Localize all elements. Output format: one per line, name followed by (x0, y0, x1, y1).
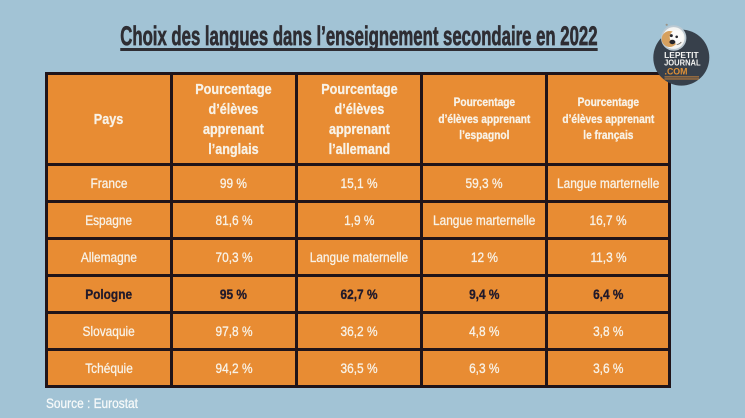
svg-text:JOURNAL: JOURNAL (664, 59, 701, 68)
svg-text:.COM: .COM (665, 66, 688, 76)
svg-text:LEPETIT: LEPETIT (664, 51, 699, 60)
